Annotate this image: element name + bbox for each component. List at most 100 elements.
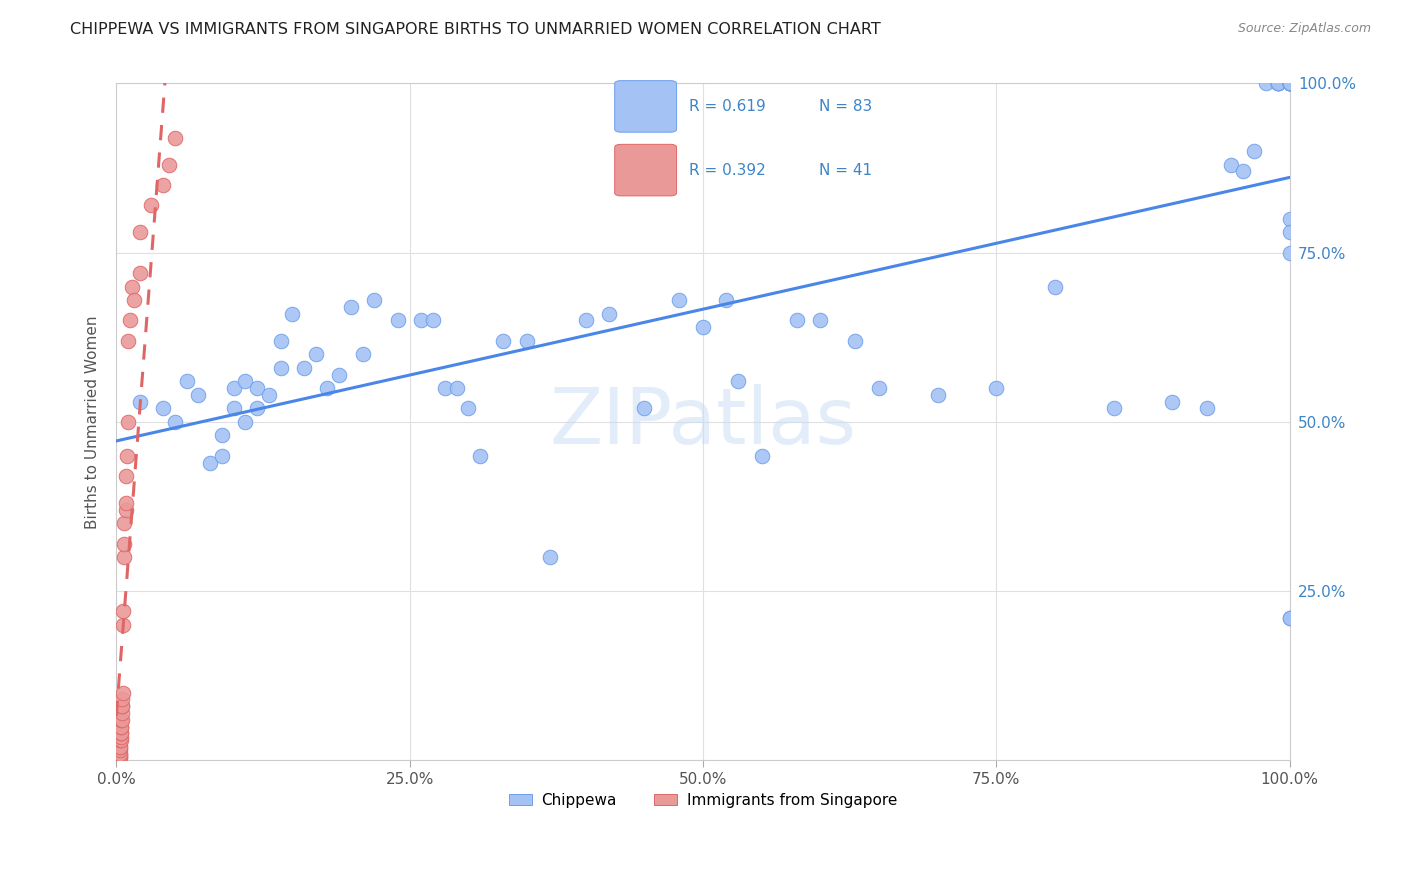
- FancyBboxPatch shape: [614, 80, 676, 132]
- Point: [751, 449, 773, 463]
- Point: [668, 293, 690, 307]
- Point: [1278, 245, 1301, 260]
- Point: [163, 130, 186, 145]
- Point: [292, 360, 315, 375]
- Point: [121, 279, 143, 293]
- Point: [633, 401, 655, 416]
- Point: [112, 686, 135, 700]
- Point: [1197, 401, 1219, 416]
- Point: [492, 334, 515, 348]
- Point: [1278, 77, 1301, 91]
- Point: [786, 313, 808, 327]
- Point: [927, 388, 949, 402]
- Point: [1278, 611, 1301, 625]
- Point: [1219, 158, 1241, 172]
- Point: [1278, 77, 1301, 91]
- Point: [1267, 77, 1289, 91]
- Point: [114, 503, 136, 517]
- Legend: Chippewa, Immigrants from Singapore: Chippewa, Immigrants from Singapore: [503, 787, 903, 814]
- Point: [141, 198, 163, 212]
- Point: [1278, 77, 1301, 91]
- Point: [1278, 77, 1301, 91]
- Point: [117, 334, 139, 348]
- Point: [222, 381, 245, 395]
- Point: [152, 178, 174, 192]
- Point: [152, 401, 174, 416]
- Point: [110, 733, 132, 747]
- Point: [120, 313, 142, 327]
- Point: [411, 313, 433, 327]
- Point: [1278, 77, 1301, 91]
- Point: [233, 374, 256, 388]
- Text: N = 83: N = 83: [818, 99, 872, 114]
- Point: [1278, 226, 1301, 240]
- Point: [128, 226, 150, 240]
- Point: [111, 699, 134, 714]
- Point: [986, 381, 1008, 395]
- Point: [108, 747, 131, 761]
- Point: [117, 415, 139, 429]
- Text: CHIPPEWA VS IMMIGRANTS FROM SINGAPORE BIRTHS TO UNMARRIED WOMEN CORRELATION CHAR: CHIPPEWA VS IMMIGRANTS FROM SINGAPORE BI…: [70, 22, 882, 37]
- Point: [363, 293, 385, 307]
- Point: [110, 726, 132, 740]
- Point: [1278, 77, 1301, 91]
- Point: [111, 713, 134, 727]
- Point: [468, 449, 491, 463]
- Point: [108, 739, 131, 754]
- Point: [176, 374, 198, 388]
- Point: [1161, 394, 1184, 409]
- Text: ZIPatlas: ZIPatlas: [550, 384, 856, 460]
- Point: [198, 456, 221, 470]
- Point: [844, 334, 866, 348]
- Point: [305, 347, 328, 361]
- Point: [1102, 401, 1125, 416]
- Point: [1278, 211, 1301, 226]
- Point: [387, 313, 409, 327]
- Point: [211, 449, 233, 463]
- Y-axis label: Births to Unmarried Women: Births to Unmarried Women: [86, 315, 100, 529]
- Point: [157, 158, 180, 172]
- Point: [1243, 144, 1265, 158]
- Point: [115, 449, 138, 463]
- Point: [446, 381, 468, 395]
- Point: [692, 320, 714, 334]
- Point: [716, 293, 738, 307]
- Point: [352, 347, 374, 361]
- Point: [281, 307, 304, 321]
- Point: [114, 516, 136, 531]
- Point: [422, 313, 444, 327]
- Point: [110, 713, 132, 727]
- Point: [808, 313, 831, 327]
- Point: [246, 381, 269, 395]
- Point: [211, 428, 233, 442]
- Point: [574, 313, 596, 327]
- Text: N = 41: N = 41: [818, 162, 872, 178]
- Point: [128, 394, 150, 409]
- Point: [328, 368, 350, 382]
- Point: [1267, 77, 1289, 91]
- Point: [114, 550, 136, 565]
- Point: [868, 381, 890, 395]
- FancyBboxPatch shape: [614, 145, 676, 196]
- Point: [1278, 611, 1301, 625]
- Point: [316, 381, 339, 395]
- Point: [108, 750, 131, 764]
- Point: [340, 300, 363, 314]
- Point: [516, 334, 538, 348]
- Point: [1278, 77, 1301, 91]
- Point: [1278, 77, 1301, 91]
- Point: [1278, 77, 1301, 91]
- Point: [112, 604, 135, 618]
- Point: [110, 720, 132, 734]
- Point: [727, 374, 749, 388]
- Point: [110, 726, 132, 740]
- Point: [1278, 77, 1301, 91]
- Point: [114, 537, 136, 551]
- Point: [433, 381, 456, 395]
- Point: [111, 699, 134, 714]
- Point: [110, 730, 132, 744]
- Point: [1267, 77, 1289, 91]
- Point: [1043, 279, 1066, 293]
- Point: [538, 550, 561, 565]
- Point: [108, 733, 131, 747]
